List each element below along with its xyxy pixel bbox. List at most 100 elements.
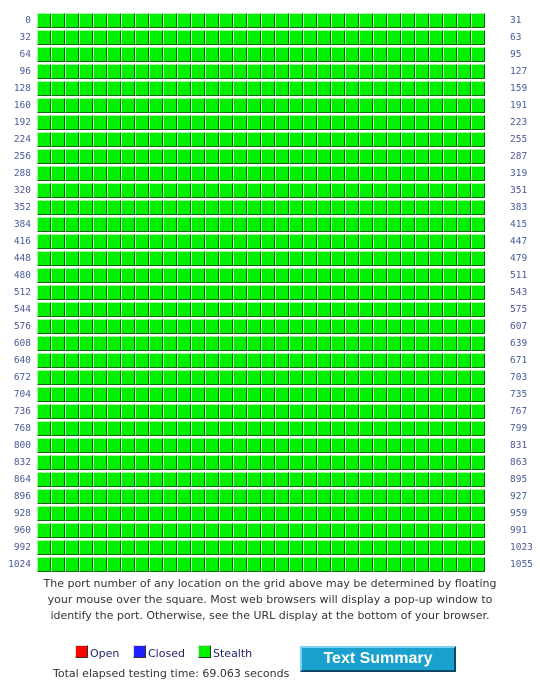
port-cell[interactable] <box>303 13 317 28</box>
port-cell[interactable] <box>359 540 373 555</box>
port-cell[interactable] <box>93 336 107 351</box>
port-cell[interactable] <box>177 149 191 164</box>
port-cell[interactable] <box>387 489 401 504</box>
port-cell[interactable] <box>275 200 289 215</box>
port-cell[interactable] <box>163 302 177 317</box>
port-cell[interactable] <box>457 336 471 351</box>
port-cell[interactable] <box>415 285 429 300</box>
port-cell[interactable] <box>429 13 443 28</box>
port-cell[interactable] <box>401 217 415 232</box>
port-cell[interactable] <box>205 404 219 419</box>
port-cell[interactable] <box>93 47 107 62</box>
port-cell[interactable] <box>275 217 289 232</box>
port-cell[interactable] <box>429 489 443 504</box>
port-cell[interactable] <box>429 540 443 555</box>
port-cell[interactable] <box>373 217 387 232</box>
port-cell[interactable] <box>289 98 303 113</box>
port-cell[interactable] <box>331 268 345 283</box>
port-cell[interactable] <box>317 472 331 487</box>
port-cell[interactable] <box>359 421 373 436</box>
port-cell[interactable] <box>37 13 51 28</box>
port-cell[interactable] <box>415 455 429 470</box>
port-cell[interactable] <box>471 200 485 215</box>
port-cell[interactable] <box>303 489 317 504</box>
port-cell[interactable] <box>163 387 177 402</box>
port-cell[interactable] <box>317 217 331 232</box>
port-cell[interactable] <box>415 115 429 130</box>
port-cell[interactable] <box>345 506 359 521</box>
port-cell[interactable] <box>219 217 233 232</box>
port-cell[interactable] <box>219 404 233 419</box>
port-cell[interactable] <box>93 540 107 555</box>
port-cell[interactable] <box>79 523 93 538</box>
port-cell[interactable] <box>261 251 275 266</box>
port-cell[interactable] <box>443 98 457 113</box>
port-cell[interactable] <box>121 438 135 453</box>
port-cell[interactable] <box>65 370 79 385</box>
port-cell[interactable] <box>401 540 415 555</box>
port-cell[interactable] <box>93 472 107 487</box>
port-cell[interactable] <box>387 404 401 419</box>
port-cell[interactable] <box>401 251 415 266</box>
port-cell[interactable] <box>303 438 317 453</box>
port-cell[interactable] <box>191 64 205 79</box>
port-cell[interactable] <box>331 13 345 28</box>
port-cell[interactable] <box>373 421 387 436</box>
port-cell[interactable] <box>93 98 107 113</box>
port-cell[interactable] <box>261 200 275 215</box>
port-cell[interactable] <box>205 268 219 283</box>
port-cell[interactable] <box>331 523 345 538</box>
port-cell[interactable] <box>443 472 457 487</box>
port-cell[interactable] <box>135 183 149 198</box>
port-cell[interactable] <box>107 234 121 249</box>
port-cell[interactable] <box>135 540 149 555</box>
port-cell[interactable] <box>205 13 219 28</box>
port-cell[interactable] <box>275 472 289 487</box>
port-cell[interactable] <box>233 13 247 28</box>
port-cell[interactable] <box>303 302 317 317</box>
port-cell[interactable] <box>51 115 65 130</box>
port-cell[interactable] <box>107 421 121 436</box>
port-cell[interactable] <box>429 251 443 266</box>
port-cell[interactable] <box>401 370 415 385</box>
port-cell[interactable] <box>107 404 121 419</box>
port-cell[interactable] <box>415 438 429 453</box>
port-cell[interactable] <box>135 557 149 572</box>
port-cell[interactable] <box>121 64 135 79</box>
port-cell[interactable] <box>219 353 233 368</box>
port-cell[interactable] <box>51 268 65 283</box>
port-cell[interactable] <box>51 234 65 249</box>
port-cell[interactable] <box>429 30 443 45</box>
port-cell[interactable] <box>219 47 233 62</box>
port-cell[interactable] <box>121 472 135 487</box>
port-cell[interactable] <box>471 557 485 572</box>
port-cell[interactable] <box>415 387 429 402</box>
port-cell[interactable] <box>233 234 247 249</box>
port-cell[interactable] <box>331 149 345 164</box>
port-cell[interactable] <box>401 183 415 198</box>
port-cell[interactable] <box>205 557 219 572</box>
port-cell[interactable] <box>191 506 205 521</box>
port-cell[interactable] <box>163 166 177 181</box>
port-cell[interactable] <box>373 472 387 487</box>
port-cell[interactable] <box>317 557 331 572</box>
port-cell[interactable] <box>163 64 177 79</box>
port-cell[interactable] <box>65 132 79 147</box>
port-cell[interactable] <box>219 268 233 283</box>
port-cell[interactable] <box>261 149 275 164</box>
port-cell[interactable] <box>233 438 247 453</box>
port-cell[interactable] <box>163 523 177 538</box>
port-cell[interactable] <box>135 64 149 79</box>
port-cell[interactable] <box>457 217 471 232</box>
port-cell[interactable] <box>65 336 79 351</box>
port-cell[interactable] <box>471 64 485 79</box>
port-cell[interactable] <box>345 472 359 487</box>
port-cell[interactable] <box>233 200 247 215</box>
port-cell[interactable] <box>345 64 359 79</box>
port-cell[interactable] <box>205 200 219 215</box>
port-cell[interactable] <box>289 421 303 436</box>
port-cell[interactable] <box>149 302 163 317</box>
port-cell[interactable] <box>471 336 485 351</box>
port-cell[interactable] <box>275 64 289 79</box>
port-cell[interactable] <box>177 251 191 266</box>
